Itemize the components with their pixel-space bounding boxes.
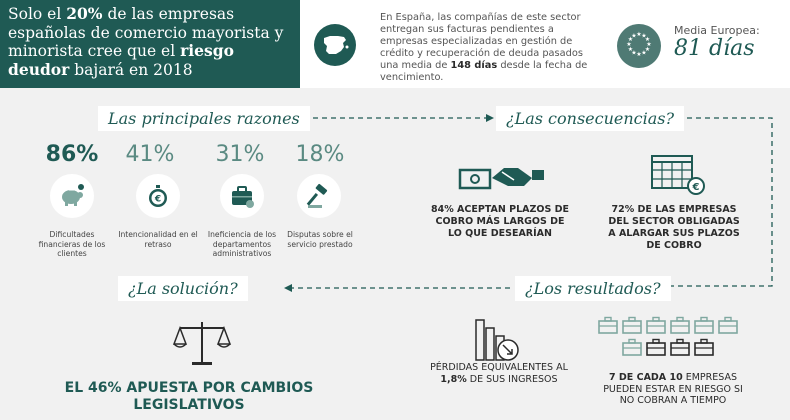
svg-text:★: ★ (646, 41, 651, 48)
calendar-euro-icon: € (651, 155, 705, 195)
briefcases-icon (598, 316, 738, 360)
reason-label-1: Dificultades financieras de los clientes (38, 230, 106, 258)
reason-label-3: Ineficiencia de los departamentos admini… (207, 230, 277, 258)
svg-text:★: ★ (628, 46, 633, 53)
briefcase-mark (670, 316, 690, 334)
svg-text:★: ★ (641, 33, 646, 40)
svg-text:★: ★ (626, 41, 631, 48)
reason-pct-3: 31% (215, 142, 265, 167)
headline-part: de las empresas españolas de comercio ma… (8, 5, 284, 60)
briefcase-mark (718, 316, 738, 334)
reason-pct-4: 18% (295, 142, 345, 167)
reason-pct-1: 86% (45, 142, 99, 167)
headline: Solo el 20% de las empresas españolas de… (8, 4, 292, 79)
svg-text:★: ★ (628, 36, 633, 43)
svg-text:★: ★ (645, 36, 650, 43)
consequence-1: 84% ACEPTAN PLAZOS DE COBRO MÁS LARGOS D… (430, 204, 570, 239)
consequence-2: 72% DE LAS EMPRESAS DEL SECTOR OBLIGADAS… (608, 204, 740, 251)
media-europea-label: Media Europea: (674, 24, 760, 37)
media-europea-value: 81 días (674, 36, 755, 61)
stopwatch-euro-icon: € (136, 174, 180, 218)
briefcase-mark (622, 338, 642, 356)
svg-text:★: ★ (636, 51, 641, 58)
svg-text:★: ★ (631, 33, 636, 40)
spain-map-icon (314, 24, 356, 66)
briefcase-mark (622, 316, 642, 334)
solution-text: EL 46% APUESTA POR CAMBIOS LEGISLATIVOS (64, 380, 314, 413)
headline-box: Solo el 20% de las empresas españolas de… (0, 0, 300, 88)
scales-icon (172, 322, 232, 365)
reason-label-4: Disputas sobre el servicio prestado (287, 230, 353, 249)
briefcase-icon (220, 174, 264, 218)
headline-part-bold: 20% (66, 4, 103, 23)
info-highlight: 148 días (450, 60, 498, 71)
briefcase-mark (598, 316, 618, 334)
piggy-bank-icon (50, 174, 94, 218)
eu-stars-icon: ★ ★ ★ ★ ★ ★ ★ ★ ★ ★ ★ ★ (617, 24, 661, 68)
svg-text:★: ★ (641, 50, 646, 57)
consequences-title: ¿Las consecuencias? (496, 106, 685, 131)
svg-text:★: ★ (645, 46, 650, 53)
svg-text:€: € (154, 195, 161, 205)
info-text: En España, las compañías de este sector … (380, 12, 588, 83)
headline-part: bajará en 2018 (69, 60, 193, 79)
svg-text:★: ★ (631, 50, 636, 57)
briefcase-mark (694, 338, 714, 356)
result-1: PÉRDIDAS EQUIVALENTES AL 1,8% DE SUS ING… (430, 362, 568, 385)
briefcase-mark (646, 338, 666, 356)
svg-text:€: € (692, 182, 700, 193)
headline-part: Solo el (8, 5, 67, 23)
results-title: ¿Los resultados? (515, 276, 671, 301)
briefcase-mark (670, 338, 690, 356)
solution-title: ¿La solución? (118, 276, 248, 301)
declining-bars-icon (475, 319, 519, 361)
reason-pct-2: 41% (125, 142, 175, 167)
briefcase-mark (694, 316, 714, 334)
reasons-title: Las principales razones (98, 106, 310, 131)
handshake-money-icon (458, 168, 544, 190)
headline-part-bold: riesgo deudor (8, 41, 234, 79)
gavel-icon (297, 174, 341, 218)
header: Solo el 20% de las empresas españolas de… (0, 0, 790, 88)
svg-text:★: ★ (636, 31, 641, 38)
briefcase-mark (646, 316, 666, 334)
reason-label-2: Intencionalidad en el retraso (118, 230, 198, 249)
result-2: 7 DE CADA 10 EMPRESAS PUEDEN ESTAR EN RI… (603, 372, 743, 406)
